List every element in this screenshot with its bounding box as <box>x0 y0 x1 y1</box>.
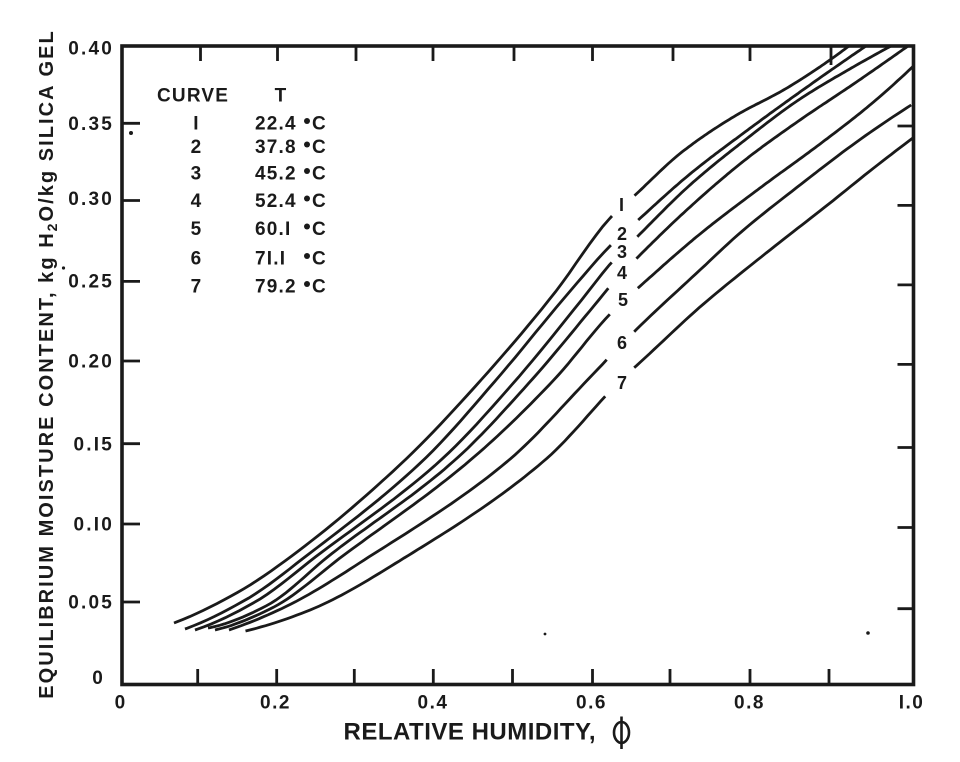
svg-text:4: 4 <box>617 263 627 283</box>
svg-text:0.05: 0.05 <box>68 593 114 614</box>
svg-text:0.40: 0.40 <box>68 39 114 60</box>
svg-text:37.8: 37.8 <box>255 137 297 158</box>
svg-text:22.4: 22.4 <box>255 114 297 135</box>
svg-text:C: C <box>312 191 326 212</box>
svg-text:0.25: 0.25 <box>68 272 114 293</box>
svg-text:C: C <box>312 164 326 185</box>
svg-text:0.I0: 0.I0 <box>74 515 115 536</box>
svg-text:C: C <box>312 114 326 135</box>
svg-text:C: C <box>312 137 326 158</box>
svg-text:0: 0 <box>92 668 105 689</box>
svg-text:0.2: 0.2 <box>260 693 291 714</box>
svg-text:6: 6 <box>617 333 627 353</box>
svg-text:0.4: 0.4 <box>418 693 449 714</box>
svg-text:C: C <box>312 219 326 240</box>
svg-text:EQUILIBRIUM MOISTURE CONTENT,: EQUILIBRIUM MOISTURE CONTENT, kg H2O/kg … <box>36 29 60 699</box>
svg-text:2: 2 <box>617 224 627 244</box>
svg-text:6: 6 <box>191 249 203 270</box>
svg-text:I.0: I.0 <box>899 693 925 714</box>
svg-text:0.20: 0.20 <box>68 352 114 373</box>
svg-text:3: 3 <box>617 242 627 262</box>
svg-text:52.4: 52.4 <box>255 191 297 212</box>
svg-text:0.8: 0.8 <box>734 693 765 714</box>
svg-text:7: 7 <box>191 277 203 298</box>
svg-text:C: C <box>312 249 326 270</box>
svg-text:2: 2 <box>191 137 203 158</box>
svg-text:C: C <box>312 277 326 298</box>
svg-text:RELATIVE HUMIDITY,: RELATIVE HUMIDITY, <box>344 719 597 746</box>
svg-text:45.2: 45.2 <box>255 164 297 185</box>
svg-text:5: 5 <box>191 219 203 240</box>
svg-text:0: 0 <box>115 693 127 714</box>
svg-text:7: 7 <box>617 373 627 393</box>
svg-text:T: T <box>275 86 288 107</box>
svg-text:0.35: 0.35 <box>68 114 114 135</box>
svg-text:I: I <box>619 195 624 215</box>
svg-text:60.I: 60.I <box>255 219 292 240</box>
svg-text:5: 5 <box>618 290 628 310</box>
svg-text:4: 4 <box>191 191 203 212</box>
svg-text:3: 3 <box>191 164 203 185</box>
svg-text:CURVE: CURVE <box>157 86 229 107</box>
svg-text:0.I5: 0.I5 <box>74 435 115 456</box>
svg-text:0.30: 0.30 <box>68 189 114 210</box>
svg-text:I: I <box>193 114 199 135</box>
svg-text:79.2: 79.2 <box>255 277 297 298</box>
svg-text:7I.I: 7I.I <box>255 249 286 270</box>
svg-text:0.6: 0.6 <box>576 693 607 714</box>
